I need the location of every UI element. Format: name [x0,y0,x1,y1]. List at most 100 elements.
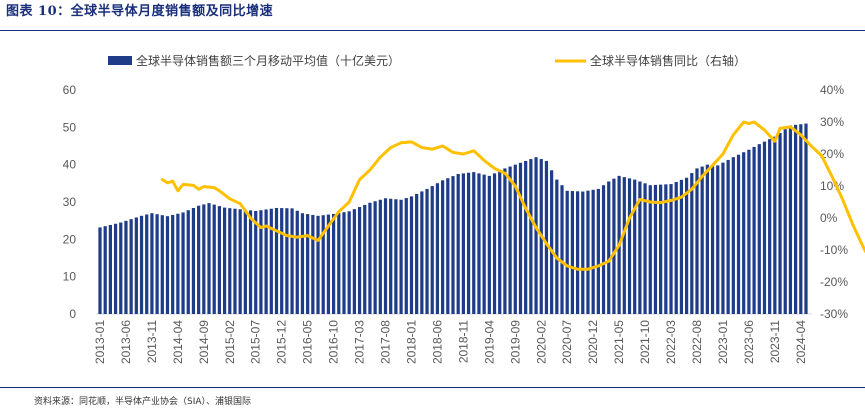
bar [394,199,398,314]
x-tick-label: 2020-07 [560,320,574,364]
x-tick-label: 2019-04 [482,320,496,364]
x-tick-label: 2013-01 [93,320,107,364]
x-tick-label: 2022-08 [690,320,704,364]
bar [653,184,658,314]
bar [139,215,144,314]
yoy-line [160,120,865,271]
bar [622,177,626,314]
bar [633,179,637,314]
bar [342,212,346,314]
bar [316,215,320,314]
bar [503,168,507,314]
legend-bar-swatch [108,56,132,65]
bar [586,190,590,314]
bar [129,219,133,314]
bar [487,175,491,314]
bar [565,190,569,314]
x-tick-label: 2014-04 [171,320,185,364]
right-tick-label: 30% [820,115,844,129]
bar [705,164,709,314]
x-tick-label: 2023-06 [742,320,756,364]
bar [726,159,730,314]
bar [243,209,247,314]
x-tick-label: 2021-05 [612,320,626,364]
bar [254,210,258,314]
bar [306,214,310,314]
x-tick-label: 2015-12 [275,320,289,364]
bar [508,166,512,314]
bar [134,217,138,314]
bar [191,207,196,314]
bar [451,176,455,314]
bar [186,210,190,314]
x-tick-label: 2022-03 [664,320,678,364]
bar [430,186,434,314]
bar [409,196,414,314]
bar [555,179,559,314]
bar [716,165,720,314]
bar [477,173,481,314]
bar [108,224,112,314]
left-tick-label: 30 [63,195,77,209]
bar [575,191,580,314]
bar [736,154,741,314]
bar [352,209,356,314]
right-tick-label: 0% [820,211,838,225]
bar [492,173,497,314]
bar [627,178,632,314]
bar [773,136,777,314]
x-tick-label: 2023-01 [716,320,730,364]
bar [113,223,118,314]
x-tick-label: 2020-12 [586,320,600,364]
title-rule [0,30,865,31]
x-tick-label: 2017-03 [353,320,367,364]
bar [544,160,549,314]
bar [799,124,803,314]
bar [435,183,440,314]
bar [347,211,351,314]
right-tick-label: -20% [820,275,848,289]
legend-bar-label: 全球半导体销售额三个月移动平均值（十亿美元） [136,53,400,68]
bar [404,198,408,314]
bar [248,210,253,314]
bar [596,188,600,314]
bar [534,157,538,314]
bar [757,144,761,314]
bar [415,193,419,314]
bar [731,157,735,314]
x-tick-label: 2018-11 [456,320,470,363]
left-tick-label: 0 [69,307,76,321]
bar [103,226,107,314]
bar [783,129,787,314]
bar [259,210,263,314]
bar [171,214,175,314]
bar [612,178,616,314]
bar [710,165,715,314]
bar [202,204,206,314]
bar [669,184,673,314]
bar [207,203,211,314]
x-tick-label: 2013-06 [119,320,133,364]
bar [228,208,232,314]
bar [145,214,149,314]
left-tick-label: 10 [63,270,77,284]
left-tick-label: 20 [63,232,77,246]
bar [357,207,362,314]
x-tick-label: 2016-05 [301,320,315,364]
bar [264,209,268,314]
right-tick-label: 10% [820,179,844,193]
bar [570,191,575,314]
x-tick-label: 2015-02 [223,320,237,364]
bar [679,179,684,314]
bar [591,189,595,314]
x-axis: 2013-01 2013-06 2013-11 2014-04 2014-09 2015-… [93,320,808,364]
bar [399,199,403,314]
left-axis: 0 10 20 30 40 50 60 [63,83,77,321]
bar [222,207,227,314]
bar [684,177,689,314]
bar [524,160,528,314]
bar [659,184,663,314]
bar [119,222,123,314]
x-tick-label: 2013-11 [145,320,159,363]
